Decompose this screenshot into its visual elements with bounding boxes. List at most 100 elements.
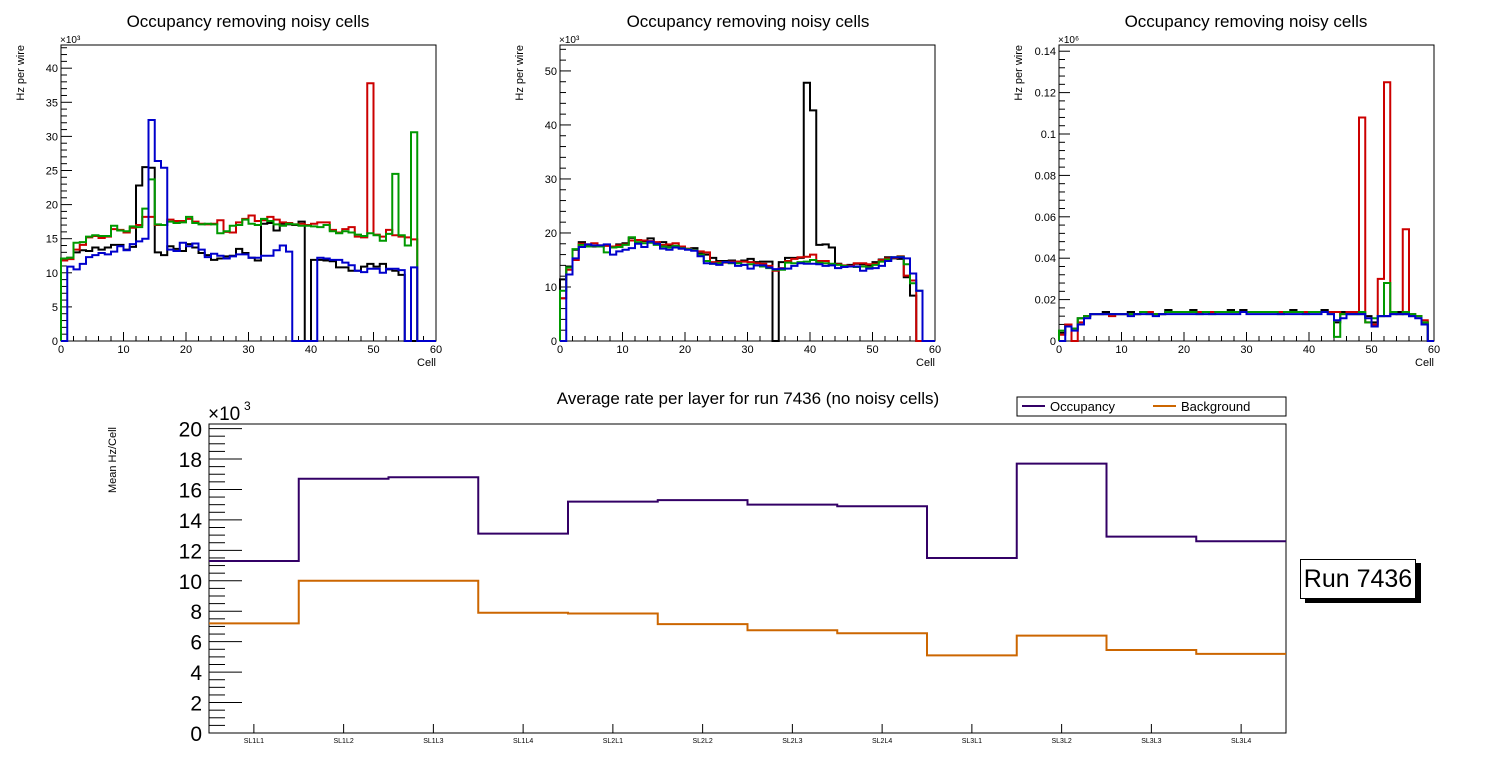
y-tick-label: 0.1 bbox=[1041, 129, 1056, 141]
x-tick-label: 60 bbox=[430, 344, 442, 356]
histogram-panel-2: Occupancy removing noisy cells 0 10 20 30 40 5… bbox=[514, 12, 941, 369]
histogram-panel-1: Occupancy removing noisy cells 0 5 10 15 20 25… bbox=[15, 12, 442, 369]
y-tick-label: 20 bbox=[545, 228, 557, 240]
legend-label-occupancy: Occupancy bbox=[1050, 399, 1116, 414]
x-tick-label: SL2L1 bbox=[603, 738, 623, 745]
series-blue bbox=[61, 119, 436, 342]
x-tick-label: SL3L1 bbox=[962, 738, 982, 745]
x-tick-label: 40 bbox=[804, 344, 816, 356]
x-tick-label: 20 bbox=[180, 344, 192, 356]
y-tick-label: 0.04 bbox=[1035, 253, 1056, 265]
series-blue bbox=[1059, 311, 1434, 342]
x-tick-label: 0 bbox=[58, 344, 64, 356]
y-tick-label: 25 bbox=[46, 165, 58, 177]
y-tick-label: 0 bbox=[52, 336, 58, 348]
y-tick-label: 16 bbox=[179, 479, 202, 502]
y-tick-label: 35 bbox=[46, 97, 58, 109]
plot-frame bbox=[559, 44, 936, 342]
y-multiplier: ×10 bbox=[208, 404, 240, 425]
y-tick-label: 0.06 bbox=[1035, 212, 1056, 224]
panel-title: Average rate per layer for run 7436 (no … bbox=[557, 389, 939, 408]
series-red bbox=[1058, 81, 1434, 342]
x-tick-label: 30 bbox=[242, 344, 254, 356]
panel-title: Occupancy removing noisy cells bbox=[627, 12, 870, 31]
y-tick-label: 0.12 bbox=[1035, 88, 1056, 100]
x-tick-label: SL1L4 bbox=[513, 738, 533, 745]
y-tick-label: 0 bbox=[1050, 336, 1056, 348]
y-tick-label: 20 bbox=[179, 419, 202, 442]
legend-label-background: Background bbox=[1181, 399, 1250, 414]
y-axis-label: Hz per wire bbox=[1013, 45, 1025, 101]
run-label-box: Run 7436 bbox=[1300, 559, 1416, 599]
y-axis-label: Hz per wire bbox=[514, 45, 526, 101]
y-tick-label: 5 bbox=[52, 302, 58, 314]
x-tick-label: 10 bbox=[616, 344, 628, 356]
y-tick-label: 4 bbox=[190, 662, 202, 685]
series-black bbox=[60, 166, 436, 342]
y-tick-label: 18 bbox=[179, 449, 202, 472]
y-tick-label: 0 bbox=[190, 723, 202, 746]
series-green bbox=[60, 131, 436, 342]
y-tick-label: 0.02 bbox=[1035, 295, 1056, 307]
y-tick-label: 40 bbox=[46, 63, 58, 75]
y-tick-label: 10 bbox=[179, 571, 202, 594]
y-tick-label: 0.08 bbox=[1035, 170, 1056, 182]
x-tick-label: 50 bbox=[866, 344, 878, 356]
x-tick-label: 50 bbox=[1365, 344, 1377, 356]
x-tick-label: 40 bbox=[1303, 344, 1315, 356]
y-axis-label: Hz per wire bbox=[15, 45, 27, 101]
y-tick-label: 10 bbox=[46, 268, 58, 280]
legend-box bbox=[1016, 396, 1287, 417]
y-tick-label: 14 bbox=[179, 510, 203, 533]
y-tick-label: 20 bbox=[46, 200, 58, 212]
y-multiplier-exponent: 3 bbox=[244, 399, 251, 413]
panel-title: Occupancy removing noisy cells bbox=[127, 12, 370, 31]
panel-title: Occupancy removing noisy cells bbox=[1125, 12, 1368, 31]
x-tick-label: SL3L3 bbox=[1141, 738, 1161, 745]
x-tick-label: 20 bbox=[679, 344, 691, 356]
y-tick-label: 8 bbox=[190, 601, 202, 624]
plot-frame bbox=[208, 423, 1287, 734]
x-tick-label: SL1L1 bbox=[244, 738, 264, 745]
histogram-panel-3: Occupancy removing noisy cells 0 0.02 0.04 0… bbox=[1013, 12, 1440, 369]
y-tick-label: 15 bbox=[46, 234, 58, 246]
series-occupancy bbox=[209, 462, 1286, 562]
y-multiplier: ×10⁶ bbox=[1058, 35, 1079, 46]
y-tick-label: 0.14 bbox=[1035, 46, 1056, 58]
x-axis-label: Cell bbox=[916, 357, 935, 369]
x-tick-label: 60 bbox=[929, 344, 941, 356]
x-tick-label: 0 bbox=[557, 344, 563, 356]
series-blue bbox=[560, 240, 935, 342]
y-tick-label: 50 bbox=[545, 66, 557, 78]
series-red bbox=[559, 238, 935, 342]
x-tick-label: SL3L2 bbox=[1052, 738, 1072, 745]
x-tick-label: SL1L3 bbox=[423, 738, 443, 745]
x-tick-label: SL2L3 bbox=[782, 738, 802, 745]
plot-frame bbox=[60, 44, 437, 342]
y-tick-label: 30 bbox=[545, 174, 557, 186]
x-tick-label: 30 bbox=[741, 344, 753, 356]
x-tick-label: 20 bbox=[1178, 344, 1190, 356]
x-tick-label: 0 bbox=[1056, 344, 1062, 356]
y-tick-label: 40 bbox=[545, 120, 557, 132]
x-axis-label: Cell bbox=[417, 357, 436, 369]
y-tick-label: 30 bbox=[46, 131, 58, 143]
series-red bbox=[60, 82, 436, 342]
x-tick-label: 50 bbox=[367, 344, 379, 356]
series-background bbox=[209, 579, 1286, 657]
y-tick-label: 2 bbox=[190, 693, 202, 716]
series-black bbox=[559, 81, 935, 342]
y-tick-label: 0 bbox=[551, 336, 557, 348]
y-multiplier: ×10³ bbox=[559, 35, 580, 46]
x-tick-label: 10 bbox=[1115, 344, 1127, 356]
x-tick-label: 40 bbox=[305, 344, 317, 356]
y-axis-label: Mean Hz/Cell bbox=[107, 427, 119, 493]
x-tick-label: SL2L4 bbox=[872, 738, 892, 745]
x-tick-label: SL3L4 bbox=[1231, 738, 1251, 745]
legend: Occupancy Background bbox=[1016, 396, 1287, 417]
x-axis-label: Cell bbox=[1415, 357, 1434, 369]
x-tick-label: SL2L2 bbox=[693, 738, 713, 745]
x-tick-label: SL1L2 bbox=[334, 738, 354, 745]
layer-rate-panel: Average rate per layer for run 7436 (no … bbox=[107, 389, 1287, 746]
